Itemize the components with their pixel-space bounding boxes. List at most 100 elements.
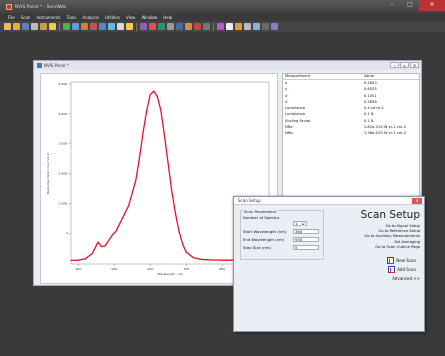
- zoom-icon[interactable]: [253, 23, 260, 30]
- panel-minimize-button[interactable]: –: [390, 62, 399, 68]
- table-row[interactable]: Luminance 0.4 cd m-2: [283, 105, 419, 111]
- dialog-close-button[interactable]: ✕: [412, 198, 422, 204]
- menu-tools[interactable]: Tools: [66, 15, 77, 20]
- column-header-measurement[interactable]: Measurement: [285, 74, 311, 78]
- menu-file[interactable]: File: [8, 15, 15, 20]
- link-set-averaging[interactable]: Set Averaging: [394, 239, 420, 244]
- link-scan-outline[interactable]: Go to Scan Outline Page: [375, 244, 420, 249]
- table-row[interactable]: u' 0.1051: [283, 93, 419, 99]
- filter-icon[interactable]: [140, 23, 147, 30]
- measurement-name: Scaling Factor: [285, 118, 311, 123]
- menu-window[interactable]: Window: [141, 15, 158, 20]
- menu-analysis[interactable]: Analysis: [82, 15, 99, 20]
- data-point: [115, 230, 117, 232]
- scan-parameters-group: Scan Parameters Number of Spectra 1 ▴ Sta…: [240, 209, 324, 260]
- table-row[interactable]: Scaling Factor 0.1 fL: [283, 118, 419, 124]
- link-signal-setup[interactable]: Go to Signal Setup: [385, 224, 420, 228]
- menu-scan[interactable]: Scan: [20, 15, 31, 20]
- new-scan-button[interactable]: New Scan: [387, 257, 416, 264]
- spectrum-icon[interactable]: [108, 23, 115, 30]
- menu-help[interactable]: Help: [163, 15, 173, 20]
- dialog-title: Scan Setup: [234, 197, 424, 205]
- window-icon[interactable]: [271, 23, 278, 30]
- light-icon[interactable]: [126, 23, 133, 30]
- x-tick-label: 500: [111, 267, 117, 271]
- save-icon[interactable]: [22, 23, 29, 30]
- x-tick-label: 400: [75, 267, 81, 271]
- end-wavelength-input[interactable]: 930: [293, 237, 319, 242]
- advanced-button[interactable]: Advanced >>: [392, 276, 420, 281]
- data-point: [135, 179, 137, 181]
- table-row[interactable]: Luminance 0.1 fL: [283, 111, 419, 117]
- calibrate-icon[interactable]: [185, 23, 192, 30]
- measurement-value: 0.1 fL: [363, 118, 375, 123]
- link-reference-setup[interactable]: Go to Reference Setup: [378, 229, 420, 234]
- settings-icon[interactable]: [117, 23, 124, 30]
- maximize-button[interactable]: □: [407, 1, 413, 8]
- measurement-name: NRa: [285, 125, 293, 130]
- app-icon: [6, 4, 12, 10]
- measurement-name: v': [285, 99, 289, 104]
- navigation-links: Go to Signal Setup Go to Reference Setup…: [364, 224, 420, 250]
- table-icon[interactable]: [90, 23, 97, 30]
- data-point: [167, 163, 169, 165]
- menu-bar: File Scan Instruments Tools Analysis Uti…: [0, 14, 445, 21]
- run-icon[interactable]: [63, 23, 70, 30]
- num-spectra-stepper[interactable]: 1 ▴: [293, 221, 307, 226]
- add-scan-label: Add Scan: [397, 267, 416, 272]
- data-point: [185, 251, 187, 253]
- pointer-icon[interactable]: [217, 23, 224, 30]
- open-icon[interactable]: [13, 23, 20, 30]
- export-icon[interactable]: [158, 23, 165, 30]
- menu-utilities[interactable]: Utilities: [104, 15, 120, 20]
- panel-restore-button[interactable]: ▫: [400, 62, 409, 68]
- table-row[interactable]: y 0.6525: [283, 86, 419, 92]
- close-button[interactable]: ✕: [419, 0, 445, 11]
- link-auxiliary-measurements[interactable]: Go to Auxiliary Measurements: [364, 234, 420, 239]
- layout-icon[interactable]: [262, 23, 269, 30]
- step-size-input[interactable]: 5: [293, 245, 319, 250]
- graph-icon[interactable]: [99, 23, 106, 30]
- info-icon[interactable]: [49, 23, 56, 30]
- camera-icon[interactable]: [176, 23, 183, 30]
- menu-view[interactable]: View: [125, 15, 136, 20]
- table-row[interactable]: NRa 1.81e-010 W sr-1 cm-2: [283, 124, 419, 130]
- table-row[interactable]: v' 0.5838: [283, 99, 419, 105]
- data-point: [84, 258, 86, 260]
- data-point: [77, 259, 79, 261]
- copy-icon[interactable]: [31, 23, 38, 30]
- add-scan-button[interactable]: Add Scan: [388, 266, 416, 273]
- print-icon[interactable]: [167, 23, 174, 30]
- minimize-button[interactable]: –: [390, 1, 394, 8]
- start-wavelength-input[interactable]: 380: [293, 229, 319, 234]
- y-tick-label: 4.00E-: [58, 112, 68, 116]
- target-icon[interactable]: [194, 23, 201, 30]
- draw-icon[interactable]: [235, 23, 242, 30]
- panel-close-button[interactable]: ✕: [410, 62, 419, 68]
- measure-icon[interactable]: [81, 23, 88, 30]
- measurement-name: NRb: [285, 131, 293, 136]
- new-icon[interactable]: [4, 23, 11, 30]
- table-row[interactable]: x 0.2643: [283, 80, 419, 86]
- column-header-value[interactable]: Value: [363, 74, 374, 78]
- start-wavelength-label: Start Wavelength (nm): [243, 229, 287, 234]
- data-point: [192, 257, 194, 259]
- data-point: [221, 259, 223, 261]
- color-icon[interactable]: [149, 23, 156, 30]
- table-row[interactable]: NRb 1.56e-010 W sr-1 cm-2: [283, 130, 419, 136]
- data-point: [138, 157, 140, 159]
- text-icon[interactable]: [226, 23, 233, 30]
- spinner-arrows-icon[interactable]: ▴: [301, 222, 305, 226]
- x-tick-label: 600: [147, 267, 153, 271]
- dark-icon[interactable]: [203, 23, 210, 30]
- data-point: [182, 243, 184, 245]
- data-point: [92, 252, 94, 254]
- measurement-value: 0.1051: [363, 93, 377, 98]
- data-point: [156, 96, 158, 98]
- chart-icon[interactable]: [72, 23, 79, 30]
- data-point: [108, 239, 110, 241]
- line-icon[interactable]: [244, 23, 251, 30]
- menu-instruments[interactable]: Instruments: [36, 15, 61, 20]
- paste-icon[interactable]: [40, 23, 47, 30]
- toolbar: [0, 21, 445, 32]
